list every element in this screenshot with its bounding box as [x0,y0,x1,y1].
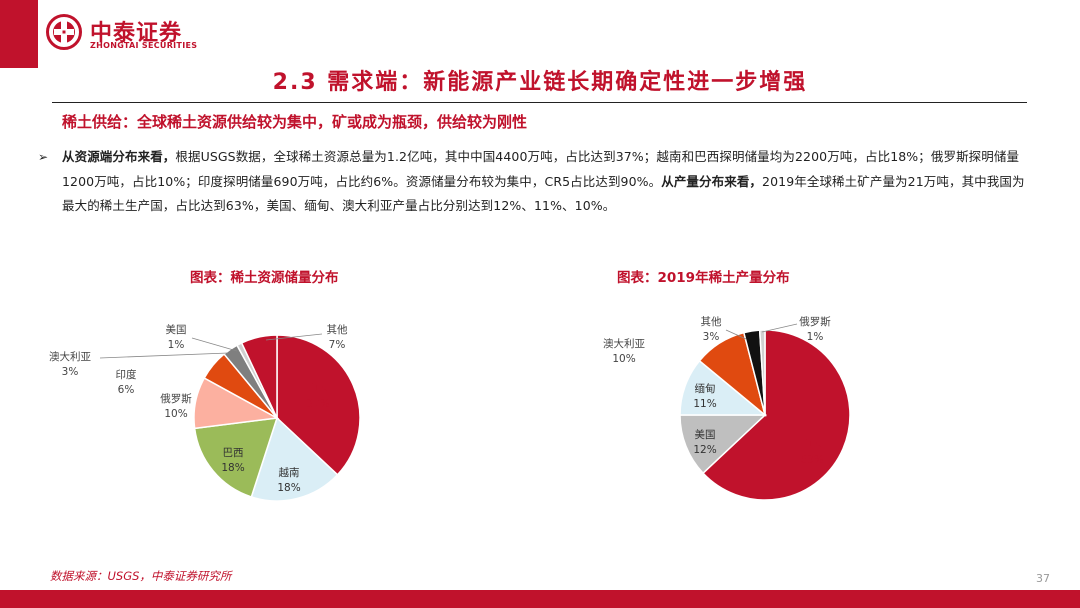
body-text-reserves: 根据USGS数据，全球稀土资源总量为1.2亿吨，其中中国4400万吨，占比达到3… [62,149,1020,189]
pie-chart-reserves: 中国 37% 越南 18% 巴西 18% 俄罗斯 10% 印度 6% 澳大利亚 3% 美国 1% 其他 7% [49,323,361,502]
body-paragraph: 从资源端分布来看，根据USGS数据，全球稀土资源总量为1.2亿吨，其中中国440… [62,145,1030,219]
pie-slice-value: 18% [221,462,244,474]
pie-slice-value: 12% [693,444,716,456]
pie-slice-value: 3% [62,366,79,378]
pie-slice [240,334,278,419]
chart-title-production: 图表：2019年稀土产量分布 [617,270,790,286]
bullet-arrow-icon: ➢ [38,150,49,164]
pie-slice-value: 1% [168,339,185,351]
pie-slice-value: 10% [164,408,187,420]
pie-slice-name: 澳大利亚 [603,337,645,350]
pie-slice-value: 11% [693,398,716,410]
slide-subtitle: 稀土供给：全球稀土资源供给较为集中，矿或成为瓶颈，供给较为刚性 [62,113,528,131]
pie-leader-line [761,323,798,333]
page-number: 37 [1036,572,1050,585]
brand-name-cn: 中泰证券 [90,21,183,46]
brand-logo: 中泰证券 ZHONGTAI SECURITIES [46,14,236,54]
pie-slice-name: 其他 [701,315,722,328]
pie-slice [193,417,279,498]
pie-leader-line [99,352,229,359]
pie-slice-value: 1% [807,331,824,343]
pie-slice-name: 越南 [279,466,300,479]
bottom-accent-bar [0,590,1080,608]
body-text-production: 2019年全球稀土矿产量为21万吨，其中我国为最大的稀土生产国，占比达到63%，… [62,173,1025,214]
pie-slice-value: 10% [612,353,635,365]
pie-slice-value: 3% [703,331,720,343]
source-note: 数据来源：USGS，中泰证券研究所 [50,569,232,583]
pie-slice [276,334,361,476]
pie-slice-name: 巴西 [223,447,244,459]
pie-slice-name: 澳大利亚 [49,350,91,363]
left-accent-bar [0,0,38,68]
pie-slice-name: 缅甸 [695,382,716,395]
pie-slice-name: 印度 [116,368,137,381]
pie-slice-name: 中国 [308,382,329,395]
pie-slice-name: 其他 [327,323,348,336]
pie-slice-name: 俄罗斯 [799,315,831,328]
pie-slice-value: 7% [329,339,346,351]
brand-name-en: ZHONGTAI SECURITIES [90,41,198,50]
pie-slice [679,414,767,475]
slide-title: 2.3 需求端：新能源产业链长期确定性进一步增强 [272,70,808,95]
pie-slice-name: 俄罗斯 [160,392,192,405]
pie-slice [250,416,339,502]
pie-slice-name: 中国 [802,438,823,451]
pie-leader-line [725,329,747,340]
pie-leader-line [191,337,238,352]
pie-slice-name: 美国 [695,428,716,441]
pie-slice-value: 6% [118,384,135,396]
pie-chart-production: 中国 63% 美国 12% 缅甸 11% 澳大利亚 10% 其他 3% 俄罗斯 1% [603,315,851,501]
pie-slice [701,329,851,501]
brand-logo-icon [46,14,82,50]
body-lead-reserves: 从资源端分布来看， [62,149,176,164]
pie-slice-value: 63% [800,454,823,466]
pie-slice [758,329,766,416]
pie-slice-value: 18% [277,482,300,494]
pie-slice-name: 美国 [166,323,187,336]
body-lead-production: 从产量分布来看， [661,173,763,189]
pie-leader-line [265,333,323,341]
title-divider [52,102,1027,103]
pie-slice-value: 37% [306,398,329,410]
chart-title-reserves: 图表：稀土资源储量分布 [190,270,339,286]
